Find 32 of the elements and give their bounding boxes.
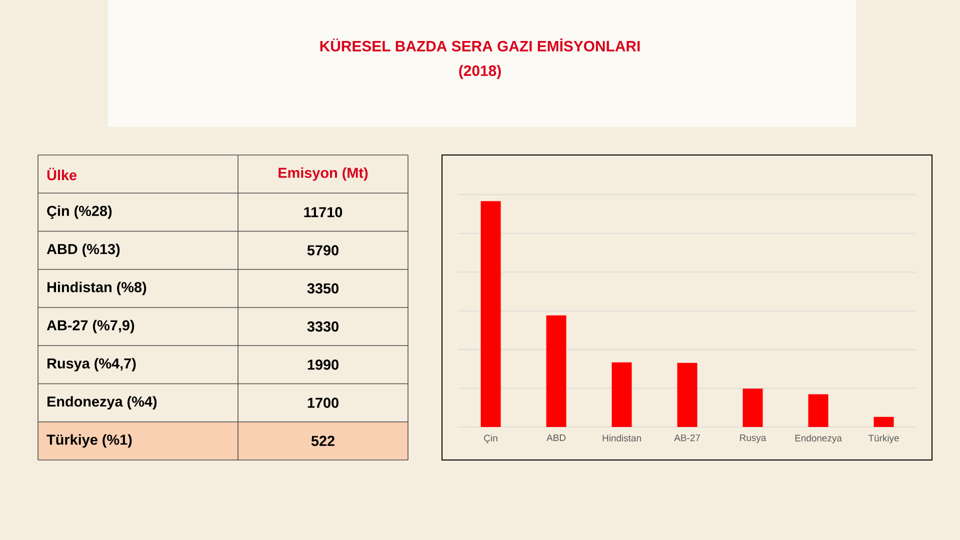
x-tick-label: Hindistan	[602, 434, 641, 442]
category-label: ABD (%13)	[46, 244, 120, 258]
x-tick-label: Türkiye	[868, 434, 899, 444]
data-label: 1990	[308, 360, 338, 370]
data-label: 3330	[307, 321, 338, 332]
bar	[808, 394, 828, 427]
category-label: AB-27 (%7,9)	[46, 320, 134, 334]
bar	[677, 362, 698, 427]
bar	[612, 362, 632, 427]
data-label: 5790	[307, 245, 338, 256]
text: Ülke	[47, 168, 77, 180]
text: KÜRESEL BAZDA SERA GAZI EMİSYONLARI	[320, 38, 640, 52]
bar	[742, 388, 763, 427]
bar	[546, 315, 566, 427]
category-label: Endonezya (%4)	[48, 396, 157, 410]
data-label: 3350	[307, 283, 338, 294]
category-label: Çin (%28)	[47, 205, 112, 219]
category-label: Rusya (%4,7)	[48, 358, 136, 372]
category-label: Hindistan (%8)	[48, 282, 146, 296]
text: Emisyon (Mt)	[278, 167, 368, 181]
bar	[480, 201, 501, 427]
text: (2018)	[459, 65, 501, 79]
x-tick-label: Rusya	[740, 434, 766, 443]
x-tick-label: Endonezya	[795, 434, 842, 444]
x-tick-label: AB-27	[674, 434, 700, 442]
data-label: 522	[311, 436, 334, 446]
category-label: Türkiye (%1)	[46, 434, 132, 448]
x-tick-label: ABD	[546, 434, 566, 442]
x-tick-label: Çin	[484, 434, 498, 444]
bar	[874, 416, 894, 427]
data-label: 11710	[304, 207, 342, 218]
data-label: 1700	[308, 398, 338, 408]
